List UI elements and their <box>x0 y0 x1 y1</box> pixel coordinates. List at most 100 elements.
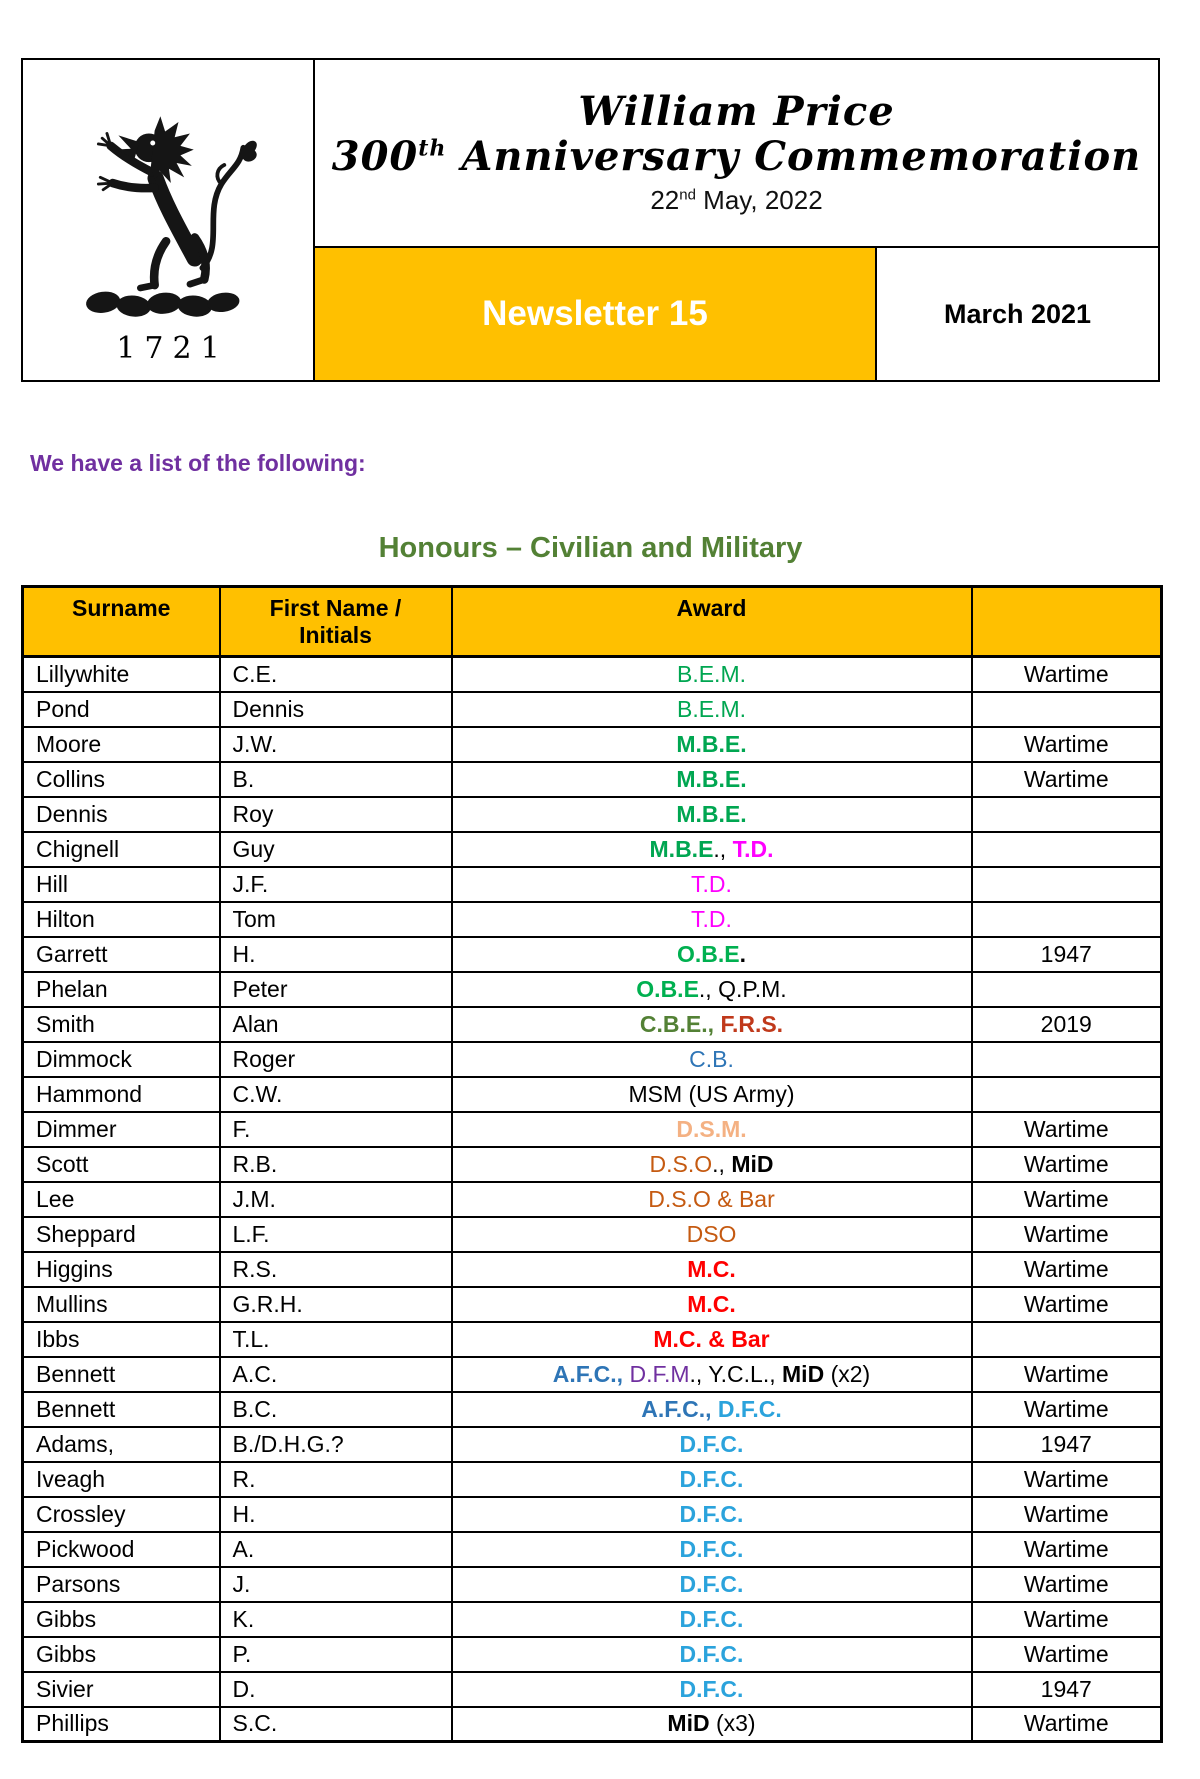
text-segment: Peter <box>232 975 288 1002</box>
text-segment: Tom <box>232 905 276 932</box>
surname-cell: Dimmer <box>21 1110 221 1148</box>
masthead-right: William Price 300th Anniversary Commemor… <box>315 60 1158 380</box>
table-row: Parsons J. D.F.C. Wartime <box>21 1565 1163 1603</box>
first-name-cell: F. <box>218 1110 453 1148</box>
text-segment: Sivier <box>36 1675 94 1702</box>
text-segment: Mullins <box>36 1290 108 1317</box>
text-segment: Roger <box>232 1045 296 1072</box>
award-cell: M.B.E. <box>450 725 973 763</box>
text-segment: Pond <box>36 695 90 722</box>
text-segment: Wartime <box>1023 1290 1109 1317</box>
table-row: Dimmer F. D.S.M. Wartime <box>21 1110 1163 1148</box>
text-segment: D.F.C. <box>679 1675 744 1702</box>
surname-cell: Smith <box>21 1005 221 1043</box>
first-name-cell: A.C. <box>218 1355 453 1393</box>
col-header-surname: Surname <box>21 585 221 658</box>
text-segment: ., <box>712 1150 732 1177</box>
text-segment: Wartime <box>1023 660 1109 687</box>
note-cell: Wartime <box>970 760 1163 798</box>
text-segment: Wartime <box>1023 1115 1109 1142</box>
text-segment: Wartime <box>1023 1710 1109 1737</box>
crest-cell: 1721 <box>23 60 315 380</box>
surname-cell: Pickwood <box>21 1530 221 1568</box>
first-name-cell: C.W. <box>218 1075 453 1113</box>
table-row: Iveagh R. D.F.C. Wartime <box>21 1460 1163 1498</box>
text-segment: (x2) <box>824 1360 871 1387</box>
text-segment: ., <box>713 835 733 862</box>
section-title: Honours – Civilian and Military <box>378 532 803 564</box>
text-segment: D.F.C. <box>717 1395 782 1422</box>
surname-cell: Ibbs <box>21 1320 221 1358</box>
text-segment: Alan <box>232 1010 279 1037</box>
first-name-cell: T.L. <box>218 1320 453 1358</box>
text-segment: M.C. <box>687 1255 736 1282</box>
first-name-cell: J.F. <box>218 865 453 903</box>
text-segment: T.D. <box>732 835 774 862</box>
text-segment: Phelan <box>36 975 108 1002</box>
first-name-cell: Guy <box>218 830 453 868</box>
award-cell: M.B.E. <box>450 760 973 798</box>
text-segment: Wartime <box>1023 1500 1109 1527</box>
surname-cell: Iveagh <box>21 1460 221 1498</box>
award-cell: T.D. <box>450 900 973 938</box>
note-cell: Wartime <box>970 1460 1163 1498</box>
event-date: 22nd May, 2022 <box>650 185 823 216</box>
award-cell: D.S.O & Bar <box>450 1180 973 1218</box>
honours-table-header: Surname First Name / Initials Award <box>21 585 1163 658</box>
col-header-award: Award <box>450 585 973 658</box>
newsletter-title: Newsletter 15 <box>482 294 708 333</box>
issue-date-cell: March 2021 <box>877 248 1158 380</box>
award-cell: A.F.C., D.F.M., Y.C.L., MiD (x2) <box>450 1355 973 1393</box>
text-segment: Dimmock <box>36 1045 132 1072</box>
text-segment: Hill <box>36 870 68 897</box>
text-segment: Wartime <box>1023 1535 1109 1562</box>
text-segment: DSO <box>686 1220 737 1247</box>
surname-cell: Bennett <box>21 1355 221 1393</box>
award-cell: T.D. <box>450 865 973 903</box>
rampant-lion-crest-icon <box>86 115 257 317</box>
award-cell: M.C. & Bar <box>450 1320 973 1358</box>
note-cell: Wartime <box>970 1180 1163 1218</box>
text-segment: MSM (US Army) <box>628 1080 795 1107</box>
text-segment: Sheppard <box>36 1220 136 1247</box>
text-segment: Chignell <box>36 835 120 862</box>
table-row: Adams, B./D.H.G.? D.F.C. 1947 <box>21 1425 1163 1463</box>
surname-cell: Lee <box>21 1180 221 1218</box>
table-row: Hammond C.W. MSM (US Army) <box>21 1075 1163 1113</box>
first-name-cell: S.C. <box>218 1705 453 1743</box>
table-row: Sivier D. D.F.C. 1947 <box>21 1670 1163 1708</box>
note-cell <box>970 830 1163 868</box>
text-segment: T.L. <box>232 1325 270 1352</box>
text-segment: D.F.C. <box>679 1465 744 1492</box>
note-cell <box>970 865 1163 903</box>
text-segment: Smith <box>36 1010 95 1037</box>
text-segment: D.S.M. <box>676 1115 747 1142</box>
text-segment: Wartime <box>1023 1465 1109 1492</box>
award-cell: M.C. <box>450 1285 973 1323</box>
honours-table-body: Lillywhite C.E. B.E.M. Wartime Pond Dennis B.E… <box>21 655 1163 1743</box>
text-segment: Adams, <box>36 1430 114 1457</box>
col-header-note <box>970 585 1163 658</box>
first-name-cell: G.R.H. <box>218 1285 453 1323</box>
text-segment: Dennis <box>36 800 108 827</box>
table-row: Lee J.M. D.S.O & Bar Wartime <box>21 1180 1163 1218</box>
text-segment: C.B.E., <box>639 1010 721 1037</box>
text-segment: Lee <box>36 1185 75 1212</box>
text-segment: J.M. <box>232 1185 276 1212</box>
table-row: Hilton Tom T.D. <box>21 900 1163 938</box>
first-name-cell: B. <box>218 760 453 798</box>
text-segment: Moore <box>36 730 102 757</box>
note-cell: Wartime <box>970 1495 1163 1533</box>
text-segment: D.F.C. <box>679 1640 744 1667</box>
table-row: Phelan Peter O.B.E., Q.P.M. <box>21 970 1163 1008</box>
surname-cell: Collins <box>21 760 221 798</box>
note-cell: Wartime <box>970 1635 1163 1673</box>
header-row: Surname First Name / Initials Award <box>21 585 1163 658</box>
text-segment: D.F.C. <box>679 1570 744 1597</box>
note-cell: Wartime <box>970 1530 1163 1568</box>
surname-cell: Higgins <box>21 1250 221 1288</box>
text-segment: D.F.C. <box>679 1605 744 1632</box>
text-segment: Wartime <box>1023 1640 1109 1667</box>
text-segment: A.C. <box>232 1360 278 1387</box>
first-name-cell: Roger <box>218 1040 453 1078</box>
